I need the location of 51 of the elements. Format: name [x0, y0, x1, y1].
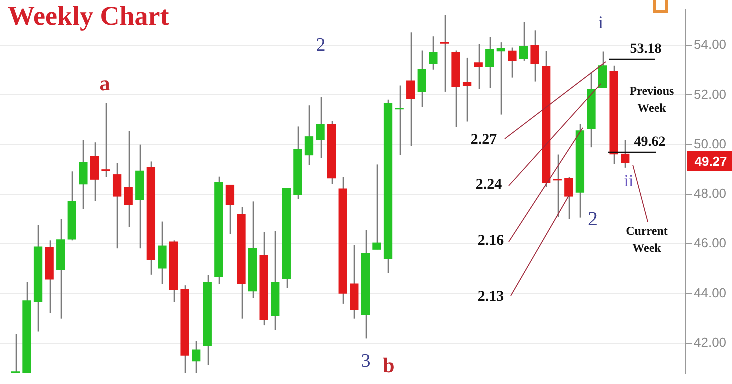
candlestick — [418, 50, 426, 108]
annotation: 2 — [316, 34, 326, 56]
annotation: 3 — [361, 350, 371, 372]
y-tick-label: 48.00 — [694, 186, 727, 202]
annotation: b — [383, 353, 395, 378]
candlestick — [11, 334, 20, 374]
candlestick — [102, 102, 110, 178]
candlestick — [440, 14, 450, 93]
candlestick — [486, 36, 494, 89]
candlestick — [474, 43, 483, 90]
candlestick — [192, 340, 201, 374]
candlestick — [598, 51, 608, 89]
candlestick — [79, 139, 88, 210]
candlestick — [395, 85, 404, 156]
y-tick-label: 42.00 — [694, 335, 727, 350]
candlestick — [316, 96, 325, 160]
candlestick — [304, 104, 314, 166]
chart-title: Weekly Chart — [8, 0, 170, 31]
candlestick — [112, 162, 122, 250]
candlestick — [90, 142, 100, 202]
annotation: 2.27 — [470, 132, 498, 148]
annotation: 53.18 — [630, 42, 662, 58]
candlestick — [226, 184, 235, 236]
y-tick-label: 44.00 — [694, 285, 727, 300]
candlestick — [564, 176, 574, 220]
candlestick — [462, 57, 472, 122]
candlestick — [530, 30, 540, 82]
candlestick — [429, 36, 438, 71]
candlestick — [406, 32, 416, 147]
y-tick-label: 54.00 — [694, 37, 727, 52]
candlestick — [372, 164, 382, 250]
y-tick-label: 46.00 — [694, 236, 727, 251]
candlestick — [508, 47, 517, 78]
annotation: 2.16 — [478, 232, 505, 249]
annotation: i — [598, 12, 604, 33]
candlestick — [124, 130, 133, 228]
y-tick-label: 50.00 — [694, 136, 727, 152]
y-tick-label: 52.00 — [694, 86, 727, 102]
candlestick — [496, 42, 506, 116]
annotation: ii — [624, 171, 634, 190]
text: 49.27 — [694, 154, 728, 170]
text: 49.62 — [634, 135, 666, 150]
candlestick — [621, 139, 630, 169]
annotation: a — [100, 71, 111, 96]
candlestick — [158, 221, 167, 285]
annotation: 2.24 — [476, 176, 503, 193]
annotation: Current Week — [626, 224, 668, 256]
annotation: Previous Week — [630, 84, 675, 116]
annotation: 2 — [588, 208, 598, 230]
annotation: 2.13 — [478, 288, 504, 305]
candlestick — [519, 22, 528, 62]
